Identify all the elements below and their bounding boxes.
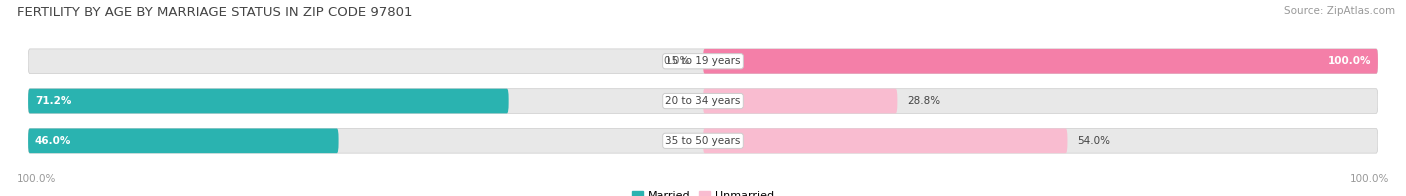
Text: FERTILITY BY AGE BY MARRIAGE STATUS IN ZIP CODE 97801: FERTILITY BY AGE BY MARRIAGE STATUS IN Z… (17, 6, 412, 19)
Text: 28.8%: 28.8% (907, 96, 941, 106)
Text: 46.0%: 46.0% (35, 136, 72, 146)
FancyBboxPatch shape (28, 89, 509, 113)
Text: 100.0%: 100.0% (17, 174, 56, 184)
FancyBboxPatch shape (28, 129, 339, 153)
FancyBboxPatch shape (28, 49, 1378, 74)
Legend: Married, Unmarried: Married, Unmarried (627, 186, 779, 196)
Text: 100.0%: 100.0% (1350, 174, 1389, 184)
FancyBboxPatch shape (703, 129, 1067, 153)
FancyBboxPatch shape (703, 89, 897, 113)
Text: 71.2%: 71.2% (35, 96, 72, 106)
Text: 35 to 50 years: 35 to 50 years (665, 136, 741, 146)
Text: 15 to 19 years: 15 to 19 years (665, 56, 741, 66)
Text: Source: ZipAtlas.com: Source: ZipAtlas.com (1284, 6, 1395, 16)
Text: 100.0%: 100.0% (1327, 56, 1371, 66)
FancyBboxPatch shape (28, 129, 1378, 153)
Text: 54.0%: 54.0% (1077, 136, 1111, 146)
FancyBboxPatch shape (703, 49, 1378, 74)
Text: 0.0%: 0.0% (664, 56, 689, 66)
Text: 20 to 34 years: 20 to 34 years (665, 96, 741, 106)
FancyBboxPatch shape (28, 89, 1378, 113)
